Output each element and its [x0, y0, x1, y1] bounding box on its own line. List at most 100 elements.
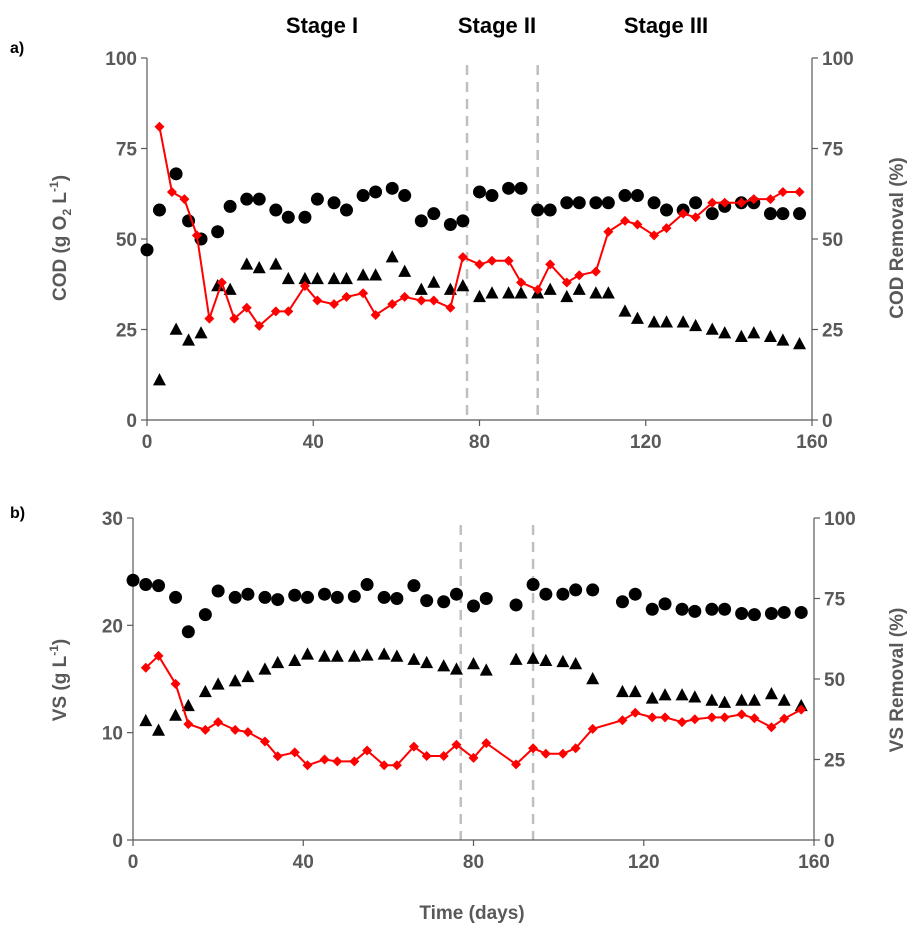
panel-b-effluent-point — [658, 688, 672, 701]
panel-b-removal-point — [511, 759, 522, 770]
panel-a-removal-point — [166, 186, 177, 197]
panel-a-influent-point — [269, 203, 283, 217]
panel-b-effluent-point — [360, 648, 374, 661]
panel-b-influent-point — [437, 595, 451, 609]
panel-a-influent-point — [456, 214, 470, 228]
panel-b-removal-point — [736, 709, 747, 720]
panel-a-influent-point — [647, 196, 661, 210]
panel-a-removal-point — [603, 226, 614, 237]
panel-a-removal-point — [229, 313, 240, 324]
panel-a-effluent-point — [310, 271, 324, 285]
panel-b-influent-point — [360, 578, 374, 592]
panel-a-influent-point — [240, 192, 254, 206]
panel-a-removal-point — [358, 288, 369, 299]
panel-a-effluent-point — [385, 250, 399, 263]
panel-a-effluent-point — [514, 286, 528, 299]
panel-b-influent-point — [377, 590, 391, 604]
panel-a-effluent-point — [560, 289, 574, 303]
panel-a-influent-point — [543, 203, 557, 217]
panel-b-influent-point — [271, 593, 285, 607]
panel-a-ytick-label: 0 — [126, 411, 137, 432]
panel-b-removal-point — [421, 750, 432, 761]
panel-b-influent-point — [556, 587, 570, 601]
panel-b-influent-point — [390, 592, 404, 605]
panel-a-removal-point — [387, 299, 398, 310]
panel-b-removal-point — [183, 719, 194, 730]
panel-a-influent-point — [169, 167, 183, 181]
panel-b-influent-point — [318, 587, 332, 601]
panel-b-effluent-point — [211, 677, 225, 690]
panel-b-influent-point — [569, 583, 583, 597]
panel-b-influent-point — [509, 598, 523, 612]
panel-a-influent-point — [776, 207, 790, 221]
panel-b-xtick-label: 40 — [293, 852, 314, 873]
panel-b-influent-point — [735, 607, 749, 621]
panel-a-xtick-label: 80 — [469, 432, 490, 453]
panel-b-removal-line — [145, 654, 802, 767]
panel-a-effluent-point — [734, 329, 748, 342]
panel-b-removal-point — [332, 756, 343, 767]
panel-a-effluent-point — [281, 271, 295, 285]
panel-a-removal-point — [341, 291, 352, 302]
panel-b-removal-point — [706, 712, 717, 723]
panel-a-removal-point — [428, 295, 439, 306]
panel-b-influent-point — [658, 597, 672, 611]
panel-a-influent-point — [298, 210, 312, 224]
panel-b-effluent-point — [420, 655, 434, 669]
panel-a-removal-point — [707, 197, 718, 208]
panel-b-influent-point — [615, 595, 629, 609]
panel-b-influent-point — [420, 594, 434, 608]
panel-b-effluent-point — [152, 723, 166, 736]
panel-a-removal-point — [661, 223, 672, 234]
panel-a-influent-point — [618, 189, 632, 203]
stage-label-2: Stage II — [458, 13, 536, 38]
panel-a-effluent-point — [647, 315, 661, 328]
panel-b-label: b) — [10, 505, 25, 522]
panel-b-effluent-point — [615, 684, 629, 698]
panel-a-effluent-point — [485, 286, 499, 299]
panel-b-influent-point — [586, 583, 600, 597]
panel-b-effluent-point — [271, 655, 285, 669]
panel-b-effluent-point — [688, 690, 702, 703]
panel-a-effluent-point — [298, 271, 312, 285]
panel-a-effluent-point — [269, 257, 283, 270]
panel-a-effluent-point — [369, 268, 383, 281]
panel-b-effluent-point — [437, 659, 451, 672]
panel-b-removal-point — [481, 738, 492, 749]
panel-b-effluent-point — [241, 669, 255, 683]
panel-a-effluent-point — [705, 322, 719, 335]
panel-a-influent-point — [310, 192, 324, 206]
panel-b-influent-point — [198, 608, 212, 622]
panel-b-effluent-point — [645, 691, 659, 704]
panel-b-plot: 0 10 20 30 0 25 50 75 100 0 40 80 120 160 — [102, 509, 856, 873]
panel-b-xtick-label: 120 — [628, 852, 660, 873]
panel-a-removal-point — [179, 194, 190, 205]
stage-label-1: Stage I — [286, 13, 358, 38]
panel-a-effluent-point — [473, 289, 486, 303]
panel-a-effluent-point — [356, 268, 370, 281]
panel-a-y2tick-label: 75 — [822, 140, 844, 161]
panel-a-influent-point — [340, 203, 353, 217]
panel-b-removal-point — [242, 727, 253, 738]
panel-b-influent-point — [347, 589, 361, 603]
panel-b-removal-point — [468, 752, 479, 763]
panel-a-xtick-label: 0 — [142, 432, 153, 453]
panel-b-effluent-point — [509, 652, 523, 665]
panel-a-influent-point — [211, 225, 225, 239]
panel-a-influent-point — [223, 199, 237, 213]
panel-a-influent-point — [689, 196, 703, 210]
panel-b-influent-point — [449, 587, 463, 601]
panel-a-removal-point — [254, 320, 265, 331]
panel-a-influent-point — [485, 189, 499, 203]
panel-b-removal-point — [779, 713, 790, 724]
panel-a-influent-point — [705, 207, 719, 221]
panel-a-xtick-label: 160 — [796, 432, 828, 453]
panel-b-xtick-label: 160 — [798, 852, 830, 873]
panel-b-removal-point — [379, 760, 390, 771]
panel-a-influent-point — [369, 185, 383, 199]
panel-a-removal-point — [678, 208, 689, 219]
panel-b-removal-point — [153, 650, 164, 661]
panel-b-effluent-point — [449, 662, 463, 675]
panel-b-y2tick-label: 0 — [824, 831, 835, 852]
panel-a-removal-point — [457, 252, 468, 263]
